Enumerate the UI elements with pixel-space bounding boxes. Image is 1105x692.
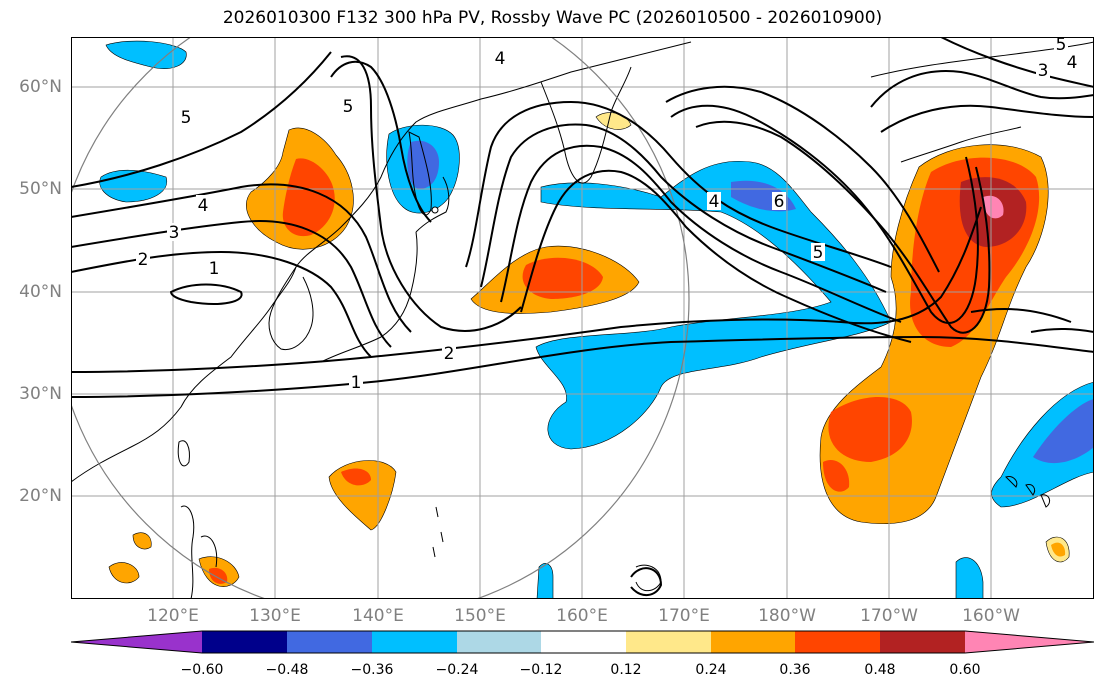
colorbar-tick-6: 0.12 — [610, 662, 642, 678]
colorbar-segment-4 — [457, 631, 541, 653]
contour-label-2b: 2 — [444, 344, 455, 364]
contour-label-5c: 5 — [813, 243, 824, 263]
contour-label-4d: 4 — [1067, 53, 1078, 73]
pv-contours — [71, 37, 1094, 596]
colorbar-tick-1: −0.60 — [180, 662, 224, 678]
contour-label-4a: 4 — [198, 196, 209, 216]
colorbar-tick-10: 0.60 — [949, 662, 981, 678]
contour-label-3b: 3 — [1038, 61, 1049, 81]
pv-map: 1 2 3 4 5 4 5 1 2 4 6 5 5 4 — [71, 37, 1094, 599]
colorbar-tick-9: 0.48 — [864, 662, 896, 678]
lat-label-30n: 30°N — [19, 384, 62, 404]
colorbar-tick-8: 0.36 — [779, 662, 811, 678]
contour-label-1b: 1 — [351, 373, 362, 393]
negative-anomaly-band — [535, 160, 892, 450]
contour-label-1a: 1 — [209, 259, 220, 279]
colorbar-segment-3 — [372, 631, 457, 653]
lon-label-180w: 180°W — [758, 606, 816, 626]
colorbar-tick-5: −0.12 — [519, 662, 563, 678]
lat-label-50n: 50°N — [19, 179, 62, 199]
colorbar-extend-low — [71, 631, 202, 653]
lon-label-170e: 170°E — [658, 606, 710, 626]
colorbar-tick-4: −0.24 — [435, 662, 479, 678]
colorbar-tick-2: −0.48 — [265, 662, 309, 678]
lon-label-120e: 120°E — [147, 606, 199, 626]
contour-label-5d: 5 — [1056, 37, 1067, 55]
lon-label-160w: 160°W — [962, 606, 1020, 626]
lon-label-150e: 150°E — [454, 606, 506, 626]
lat-label-40n: 40°N — [19, 282, 62, 302]
colorbar-tick-7: 0.24 — [695, 662, 727, 678]
colorbar-segment-2 — [287, 631, 372, 653]
contour-label-2a: 2 — [138, 250, 149, 270]
colorbar-tick-3: −0.36 — [350, 662, 394, 678]
colorbar-segment-6 — [626, 631, 711, 653]
contour-label-5a: 5 — [181, 108, 192, 128]
contour-labels: 1 2 3 4 5 4 5 1 2 4 6 5 5 4 — [136, 37, 1079, 393]
colorbar-extend-high — [965, 631, 1094, 653]
lon-label-170w: 170°W — [860, 606, 918, 626]
lat-label-20n: 20°N — [19, 486, 62, 506]
colorbar-segment-7 — [711, 631, 795, 653]
colorbar-segment-8 — [795, 631, 880, 653]
contour-label-6: 6 — [774, 192, 785, 212]
lon-label-140e: 140°E — [352, 606, 404, 626]
colorbar — [71, 630, 1094, 654]
contour-label-4b: 4 — [495, 49, 506, 69]
colorbar-segment-5 — [541, 631, 626, 653]
domain-circle — [71, 37, 690, 599]
contour-label-5b: 5 — [343, 97, 354, 117]
map-title: 2026010300 F132 300 hPa PV, Rossby Wave … — [222, 8, 883, 28]
contour-label-4c: 4 — [709, 192, 720, 212]
contour-label-3a: 3 — [169, 223, 180, 243]
lon-label-130e: 130°E — [249, 606, 301, 626]
lat-label-60n: 60°N — [19, 77, 62, 97]
colorbar-segment-9 — [880, 631, 965, 653]
colorbar-segment-1 — [202, 631, 287, 653]
lon-label-160e: 160°E — [556, 606, 608, 626]
